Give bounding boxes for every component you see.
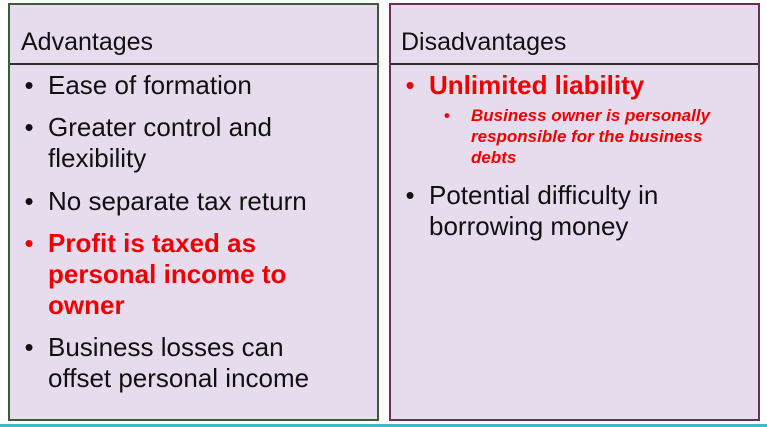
list-item-text: Potential difficulty in borrowing money bbox=[429, 180, 659, 241]
bullet-icon: • bbox=[444, 106, 450, 125]
list-item: • Potential difficulty in borrowing mone… bbox=[391, 180, 758, 242]
sub-list-item: • Business owner is personally responsib… bbox=[391, 105, 758, 168]
bullet-icon: • bbox=[405, 70, 415, 100]
list-item-text: Ease of formation bbox=[48, 70, 252, 100]
sub-list: • Business owner is personally responsib… bbox=[391, 105, 758, 168]
bottom-accent-line bbox=[0, 424, 767, 427]
list-item: • Profit is taxed as personal income to … bbox=[10, 228, 377, 321]
list-item-text: Profit is taxed as personal income to ow… bbox=[48, 228, 287, 320]
list-item: • No separate tax return bbox=[10, 186, 377, 217]
bullet-icon: • bbox=[24, 332, 34, 362]
disadvantages-panel: Disadvantages • Unlimited liability • Bu… bbox=[389, 3, 760, 421]
sub-list-item-text: Business owner is personally responsible… bbox=[471, 106, 711, 167]
sub-list-container: • Business owner is personally responsib… bbox=[391, 105, 758, 168]
advantages-header: Advantages bbox=[10, 5, 377, 65]
list-item-text: No separate tax return bbox=[48, 186, 307, 216]
bullet-icon: • bbox=[24, 228, 34, 258]
list-item: • Greater control and flexibility bbox=[10, 112, 377, 174]
list-item: • Business losses can offset personal in… bbox=[10, 332, 377, 394]
bullet-icon: • bbox=[24, 112, 34, 142]
list-item-text: Unlimited liability bbox=[429, 70, 645, 100]
advantages-panel: Advantages • Ease of formation • Greater… bbox=[8, 3, 379, 421]
advantages-list: • Ease of formation • Greater control an… bbox=[10, 70, 377, 394]
bullet-icon: • bbox=[24, 70, 34, 100]
bullet-icon: • bbox=[24, 186, 34, 216]
disadvantages-list: • Unlimited liability • Business owner i… bbox=[391, 70, 758, 242]
list-item-text: Business losses can offset personal inco… bbox=[48, 332, 310, 393]
bullet-icon: • bbox=[405, 180, 415, 210]
list-item: • Ease of formation bbox=[10, 70, 377, 101]
disadvantages-header: Disadvantages bbox=[391, 5, 758, 65]
list-item: • Unlimited liability bbox=[391, 70, 758, 101]
list-item-text: Greater control and flexibility bbox=[48, 112, 273, 173]
